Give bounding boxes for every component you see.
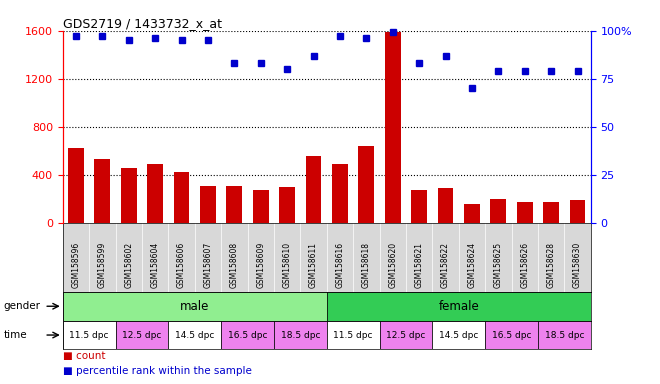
Text: 14.5 dpc: 14.5 dpc xyxy=(439,331,478,339)
Text: 12.5 dpc: 12.5 dpc xyxy=(122,331,162,339)
Bar xyxy=(226,185,242,223)
Bar xyxy=(379,321,432,349)
Bar xyxy=(68,148,84,223)
Text: GSM158608: GSM158608 xyxy=(230,242,239,288)
Bar xyxy=(490,199,506,223)
Text: GSM158626: GSM158626 xyxy=(520,242,529,288)
Text: 16.5 dpc: 16.5 dpc xyxy=(492,331,531,339)
Bar xyxy=(543,202,559,223)
Text: GSM158606: GSM158606 xyxy=(177,242,186,288)
Text: 18.5 dpc: 18.5 dpc xyxy=(544,331,584,339)
Text: 14.5 dpc: 14.5 dpc xyxy=(175,331,214,339)
Bar xyxy=(358,146,374,223)
Text: 18.5 dpc: 18.5 dpc xyxy=(280,331,320,339)
Bar xyxy=(464,204,480,223)
Text: GSM158622: GSM158622 xyxy=(441,242,450,288)
Text: GSM158618: GSM158618 xyxy=(362,242,371,288)
Bar xyxy=(174,172,189,223)
Bar xyxy=(63,292,327,321)
Text: GSM158621: GSM158621 xyxy=(414,242,424,288)
Bar xyxy=(327,292,591,321)
Text: gender: gender xyxy=(3,301,40,311)
Text: GSM158607: GSM158607 xyxy=(203,242,213,288)
Bar xyxy=(517,202,533,223)
Text: GSM158609: GSM158609 xyxy=(256,242,265,288)
Text: GSM158611: GSM158611 xyxy=(309,242,318,288)
Text: 12.5 dpc: 12.5 dpc xyxy=(386,331,426,339)
Text: 11.5 dpc: 11.5 dpc xyxy=(333,331,373,339)
Text: time: time xyxy=(3,330,27,340)
Bar xyxy=(432,321,485,349)
Bar xyxy=(221,321,274,349)
Text: GSM158596: GSM158596 xyxy=(71,242,81,288)
Text: 16.5 dpc: 16.5 dpc xyxy=(228,331,267,339)
Bar xyxy=(274,321,327,349)
Bar xyxy=(94,159,110,223)
Bar xyxy=(332,164,348,223)
Bar xyxy=(121,167,137,223)
Text: female: female xyxy=(438,300,479,313)
Text: GSM158599: GSM158599 xyxy=(98,242,107,288)
Text: 11.5 dpc: 11.5 dpc xyxy=(69,331,109,339)
Text: ■ count: ■ count xyxy=(63,351,105,361)
Text: GSM158604: GSM158604 xyxy=(150,242,160,288)
Bar xyxy=(279,187,295,223)
Text: GSM158620: GSM158620 xyxy=(388,242,397,288)
Bar xyxy=(168,321,221,349)
Bar xyxy=(538,321,591,349)
Text: GSM158625: GSM158625 xyxy=(494,242,503,288)
Bar xyxy=(327,321,379,349)
Bar xyxy=(115,321,168,349)
Bar xyxy=(306,156,321,223)
Text: GSM158624: GSM158624 xyxy=(467,242,477,288)
Bar xyxy=(385,32,401,223)
Text: ■ percentile rank within the sample: ■ percentile rank within the sample xyxy=(63,366,251,376)
Bar xyxy=(570,200,585,223)
Text: GSM158610: GSM158610 xyxy=(282,242,292,288)
Text: male: male xyxy=(180,300,209,313)
Bar xyxy=(63,321,116,349)
Bar xyxy=(147,164,163,223)
Bar xyxy=(438,188,453,223)
Bar xyxy=(253,190,269,223)
Bar xyxy=(411,190,427,223)
Text: GSM158602: GSM158602 xyxy=(124,242,133,288)
Text: GDS2719 / 1433732_x_at: GDS2719 / 1433732_x_at xyxy=(63,17,222,30)
Bar xyxy=(200,185,216,223)
Text: GSM158616: GSM158616 xyxy=(335,242,345,288)
Text: GSM158628: GSM158628 xyxy=(546,242,556,288)
Bar xyxy=(485,321,538,349)
Text: GSM158630: GSM158630 xyxy=(573,242,582,288)
